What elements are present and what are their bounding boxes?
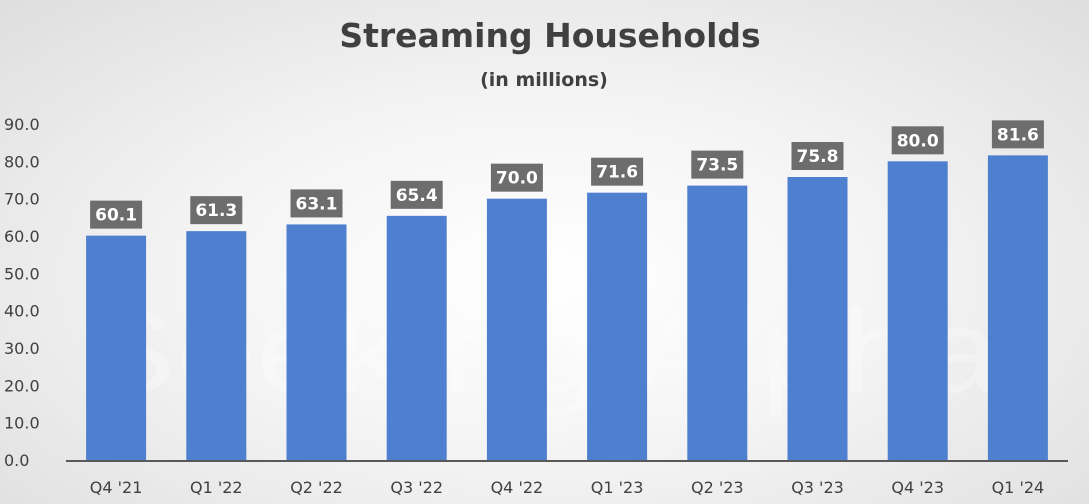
data-label-text: 65.4 bbox=[396, 186, 438, 206]
data-label: 61.3 bbox=[190, 196, 243, 225]
x-tick-label: Q2 '23 bbox=[691, 478, 744, 497]
data-label-box bbox=[390, 180, 443, 209]
data-label: 70.0 bbox=[490, 163, 543, 192]
bar bbox=[787, 177, 848, 460]
data-label: 75.8 bbox=[791, 142, 844, 171]
data-label: 65.4 bbox=[390, 180, 443, 209]
y-tick-label: 20.0 bbox=[4, 376, 40, 395]
y-tick-label: 50.0 bbox=[4, 264, 40, 283]
data-label-box bbox=[691, 150, 744, 179]
bar bbox=[987, 155, 1048, 461]
x-tick-label: Q4 '23 bbox=[891, 478, 944, 497]
bar-series bbox=[86, 155, 1048, 461]
data-label: 81.6 bbox=[991, 120, 1044, 149]
data-label-box bbox=[190, 196, 243, 225]
data-label-box bbox=[991, 120, 1044, 149]
chart-title: Streaming Households bbox=[339, 16, 760, 55]
data-label-text: 75.8 bbox=[797, 147, 839, 167]
bar bbox=[887, 161, 948, 461]
y-tick-label: 40.0 bbox=[4, 302, 40, 321]
chart-subtitle: (in millions) bbox=[480, 69, 608, 91]
data-label-box bbox=[891, 126, 944, 155]
data-label-text: 60.1 bbox=[95, 206, 137, 226]
x-tick-label: Q3 '23 bbox=[791, 478, 844, 497]
data-label-text: 70.0 bbox=[496, 169, 538, 189]
y-tick-label: 60.0 bbox=[4, 227, 40, 246]
x-tick-label: Q4 '21 bbox=[90, 478, 143, 497]
x-tick-label: Q4 '22 bbox=[491, 478, 544, 497]
data-label-box bbox=[791, 142, 844, 171]
y-tick-label: 90.0 bbox=[4, 115, 40, 134]
bar bbox=[486, 198, 547, 460]
bar bbox=[587, 192, 648, 460]
data-labels: 60.1 61.3 63.1 65.4 70.0 71.6 73.5 75.8 80.0 81.6 bbox=[90, 120, 1044, 229]
data-label: 73.5 bbox=[691, 150, 744, 179]
data-label: 71.6 bbox=[591, 157, 644, 186]
data-label-box bbox=[90, 200, 143, 229]
y-tick-label: 0.0 bbox=[4, 451, 29, 470]
x-tick-label: Q2 '22 bbox=[290, 478, 343, 497]
y-tick-label: 30.0 bbox=[4, 339, 40, 358]
x-tick-label: Q3 '22 bbox=[390, 478, 443, 497]
y-axis: 0.0 10.0 20.0 30.0 40.0 50.0 60.0 70.0 80.0 90.0 bbox=[4, 115, 40, 470]
y-tick-label: 70.0 bbox=[4, 190, 40, 209]
data-label-text: 61.3 bbox=[195, 201, 237, 221]
data-label-box bbox=[591, 157, 644, 186]
data-label-box bbox=[490, 163, 543, 192]
data-label-text: 73.5 bbox=[696, 156, 738, 176]
y-tick-label: 10.0 bbox=[4, 414, 40, 433]
bar bbox=[386, 215, 447, 460]
x-axis: Q4 '21 Q1 '22 Q2 '22 Q3 '22 Q4 '22 Q1 '23 Q2 '… bbox=[90, 478, 1044, 497]
data-label: 80.0 bbox=[891, 126, 944, 155]
data-label-text: 81.6 bbox=[997, 125, 1039, 145]
x-tick-label: Q1 '22 bbox=[190, 478, 243, 497]
data-label-text: 80.0 bbox=[897, 131, 939, 151]
bar bbox=[86, 235, 147, 460]
bar bbox=[186, 231, 247, 460]
x-tick-label: Q1 '24 bbox=[992, 478, 1045, 497]
y-tick-label: 80.0 bbox=[4, 152, 40, 171]
data-label-text: 63.1 bbox=[296, 194, 338, 214]
bar bbox=[286, 224, 347, 460]
bar bbox=[687, 185, 748, 460]
data-label-box bbox=[290, 189, 343, 218]
data-label: 60.1 bbox=[90, 200, 143, 229]
data-label: 63.1 bbox=[290, 189, 343, 218]
data-label-text: 71.6 bbox=[596, 163, 638, 183]
x-tick-label: Q1 '23 bbox=[591, 478, 644, 497]
